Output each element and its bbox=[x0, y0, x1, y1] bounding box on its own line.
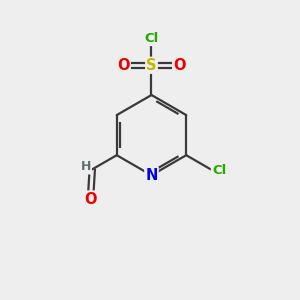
Text: O: O bbox=[173, 58, 186, 73]
Text: O: O bbox=[85, 191, 97, 206]
Text: Cl: Cl bbox=[212, 164, 226, 177]
Text: O: O bbox=[117, 58, 130, 73]
Text: N: N bbox=[145, 168, 158, 183]
Text: H: H bbox=[81, 160, 91, 173]
Text: S: S bbox=[146, 58, 157, 73]
Text: Cl: Cl bbox=[144, 32, 159, 45]
